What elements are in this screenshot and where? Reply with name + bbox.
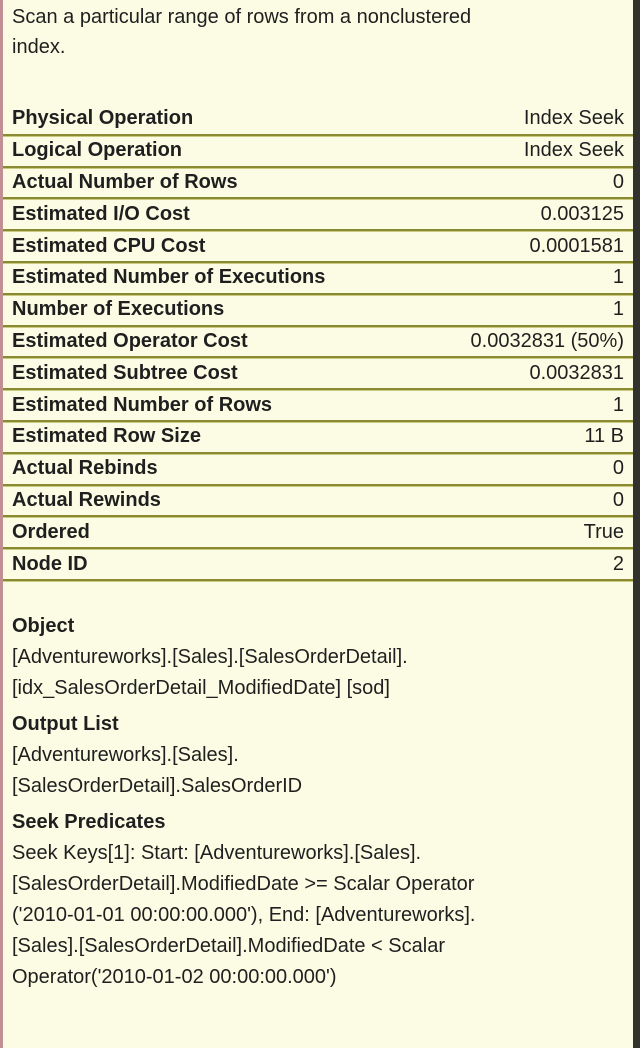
table-row: Estimated Operator Cost 0.0032831 (50%) [3,327,633,359]
property-value: 1 [612,393,624,416]
table-row: Number of Executions 1 [3,295,633,327]
section-heading: Output List [12,712,119,735]
table-row: Physical Operation Index Seek [3,104,633,136]
table-row: Ordered True [3,517,633,550]
table-row: Logical Operation Index Seek [3,136,633,168]
property-label: Estimated Subtree Cost [12,361,238,384]
property-label: Actual Rewinds [12,488,161,511]
property-label: Estimated Row Size [12,425,201,448]
property-value: 11 B [584,425,624,448]
property-label: Ordered [12,520,90,543]
property-label: Actual Rebinds [12,457,158,480]
property-value: 0 [612,170,624,193]
property-value: 0.003125 [540,202,624,225]
property-value: 2 [612,552,624,575]
table-row: Actual Number of Rows 0 [3,168,633,200]
property-value: True [583,520,624,543]
property-label: Estimated I/O Cost [12,202,190,225]
table-row: Actual Rebinds 0 [3,454,633,486]
property-label: Estimated CPU Cost [12,234,206,257]
section-heading: Object [12,614,75,637]
property-label: Physical Operation [12,107,194,130]
table-row: Estimated Row Size 11 B [3,422,633,454]
table-row: Estimated I/O Cost 0.003125 [3,199,633,232]
property-label: Estimated Number of Executions [12,266,326,289]
table-row: Estimated Number of Executions 1 [3,263,633,295]
table-row: Estimated Subtree Cost 0.0032831 [3,358,633,391]
property-value: 1 [612,266,624,289]
property-value: 0.0032831 (50%) [470,329,624,352]
property-label: Node ID [12,552,88,575]
properties-table: Physical Operation Index Seek Logical Oper… [3,104,633,581]
property-label: Logical Operation [12,139,183,162]
section-text: [Adventureworks].[Sales].[SalesOrderDeta… [12,645,408,699]
property-label: Estimated Operator Cost [12,329,248,352]
property-value: Index Seek [523,139,624,162]
section-text: [Adventureworks].[Sales]. [SalesOrderDet… [12,743,303,797]
property-value: Index Seek [523,107,624,130]
property-label: Estimated Number of Rows [12,393,273,416]
property-label: Number of Executions [12,298,225,321]
property-value: 0.0032831 [529,361,624,384]
table-row: Estimated Number of Rows 1 [3,390,633,422]
section-text: Seek Keys[1]: Start: [Adventureworks].[S… [12,841,476,988]
details-sections: Object [Adventureworks].[Sales].[SalesOrd… [3,611,633,993]
section-heading: Seek Predicates [12,810,166,833]
property-value: 0 [612,457,624,480]
property-value: 0 [612,488,624,511]
property-value: 1 [612,298,624,321]
table-row: Node ID 2 [3,549,633,581]
property-label: Actual Number of Rows [12,170,238,193]
property-value: 0.0001581 [529,234,624,257]
operator-description: Scan a particular range of rows from a n… [12,6,472,58]
table-row: Estimated CPU Cost 0.0001581 [3,231,633,263]
table-row: Actual Rewinds 0 [3,486,633,518]
